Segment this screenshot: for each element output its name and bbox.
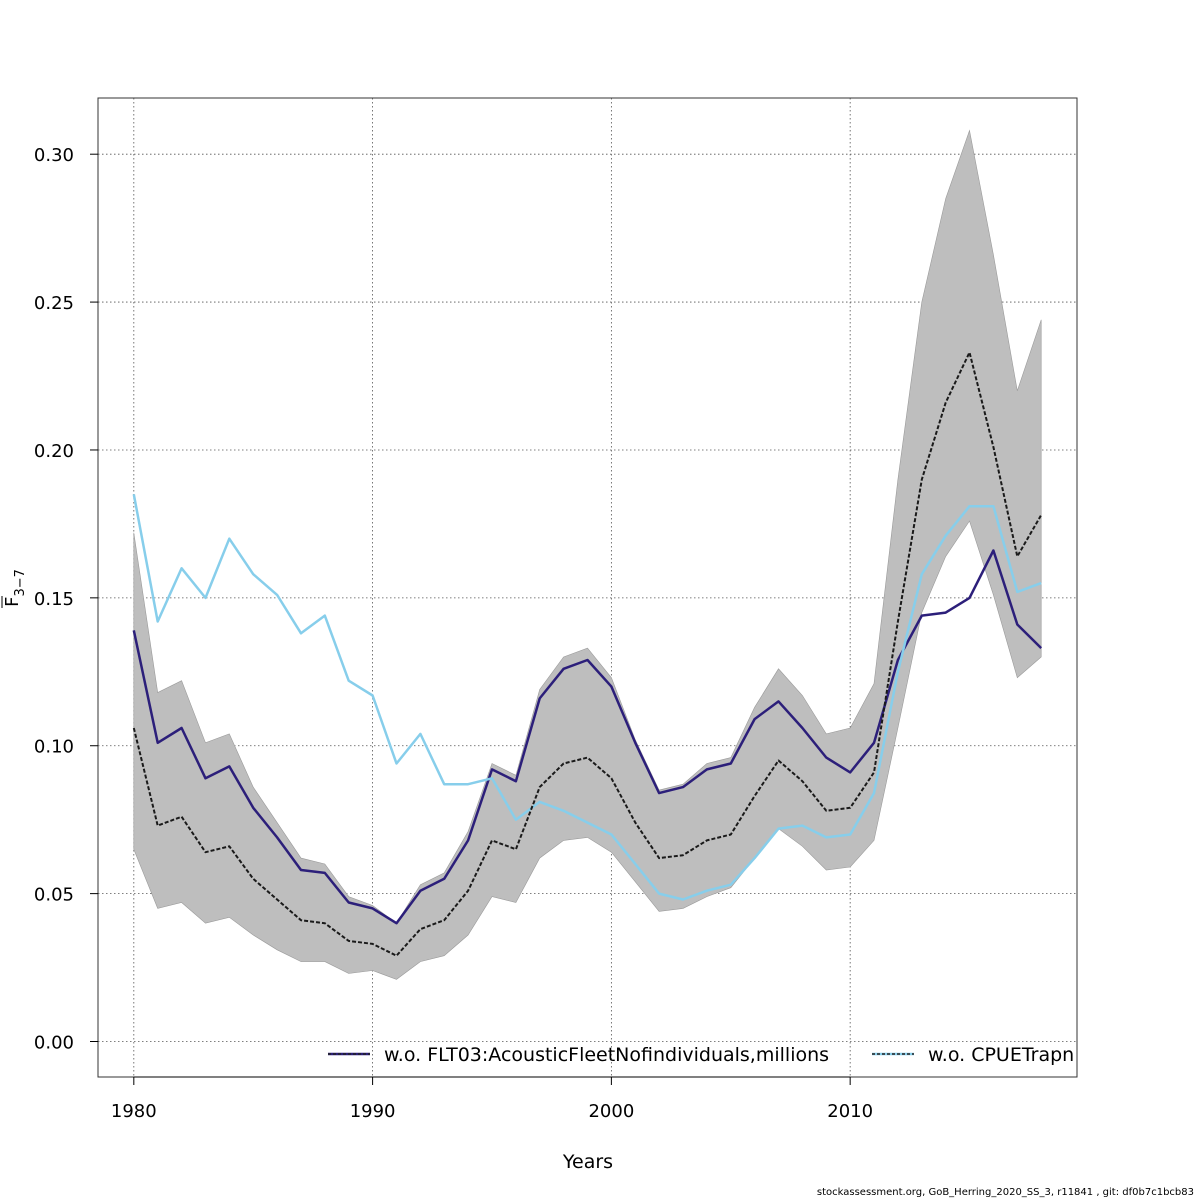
legend: w.o. FLT03:AcousticFleetNofindividuals,m…: [328, 1044, 1074, 1066]
x-tick-label-2010: 2010: [827, 1101, 873, 1122]
y-tick-label-1: 0.05: [34, 885, 74, 906]
ci-band-area: [133, 129, 1042, 980]
y-tick-label-3: 0.15: [34, 589, 74, 610]
x-tick-label-2000: 2000: [588, 1101, 634, 1122]
y-tick-label-4: 0.20: [34, 441, 74, 462]
legend-item-acoustic: w.o. FLT03:AcousticFleetNofindividuals,m…: [328, 1044, 829, 1066]
x-axis-title: Years: [562, 1151, 613, 1173]
series-lines: [132, 351, 1043, 957]
confidence-band: [133, 129, 1042, 980]
y-axis: 0.00 0.05 0.10 0.15 0.20 0.25 0.30: [34, 145, 98, 1054]
x-tick-label-1990: 1990: [350, 1101, 396, 1122]
x-axis: 1980 1990 2000 2010: [111, 1076, 873, 1122]
legend-label-cpue: w.o. CPUETrapn: [928, 1044, 1074, 1066]
y-axis-title-sub: 3−7: [13, 569, 28, 596]
y-axis-title: F3−7: [1, 569, 28, 608]
y-tick-label-5: 0.25: [34, 293, 74, 314]
series-line-1: [132, 494, 1042, 901]
svg-text:F3−7: F3−7: [2, 569, 28, 607]
y-tick-label-0: 0.00: [34, 1033, 74, 1054]
footer-credit: stockassessment.org, GoB_Herring_2020_SS…: [816, 1187, 1194, 1198]
legend-item-cpue: w.o. CPUETrapn: [872, 1044, 1074, 1066]
legend-label-acoustic: w.o. FLT03:AcousticFleetNofindividuals,m…: [384, 1044, 829, 1066]
y-tick-label-6: 0.30: [34, 145, 74, 166]
y-tick-label-2: 0.10: [34, 737, 74, 758]
x-tick-label-1980: 1980: [111, 1101, 157, 1122]
series-line-0: [132, 549, 1043, 925]
y-axis-title-main: F: [2, 597, 23, 607]
